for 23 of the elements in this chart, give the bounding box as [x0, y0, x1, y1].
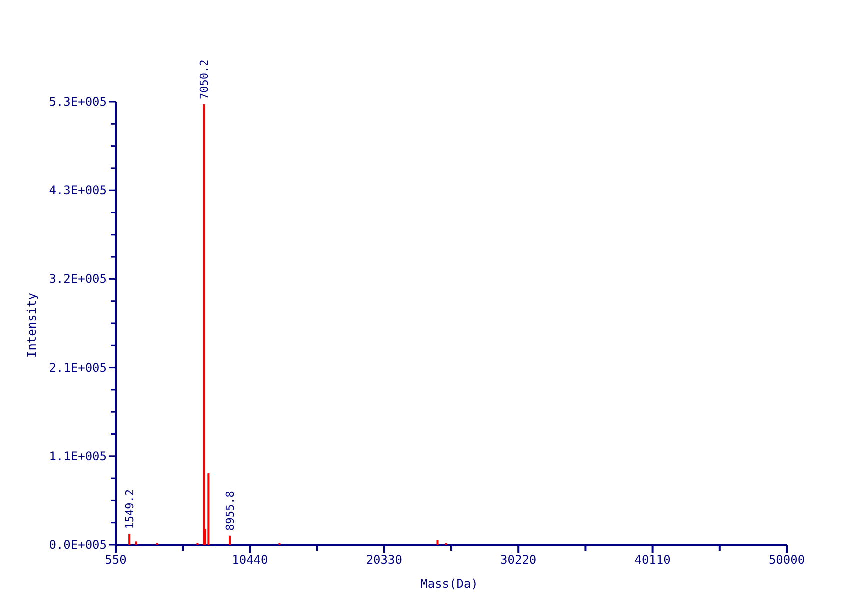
x-tick-label: 50000: [768, 553, 806, 567]
y-tick-label: 3.2E+005: [49, 272, 107, 286]
y-tick-label: 4.3E+005: [49, 184, 107, 198]
bar: [135, 542, 138, 545]
bar: [229, 536, 232, 545]
bar: [203, 104, 206, 545]
x-tick-label: 10440: [232, 553, 268, 567]
annotation: 8955.8: [224, 491, 238, 531]
y-tick-label: 1.1E+005: [49, 449, 107, 464]
y-tick-label: 0.0E+005: [49, 538, 107, 552]
x-tick-label: 20330: [366, 553, 402, 567]
annotation: 1549.2: [124, 489, 137, 530]
bar: [436, 540, 439, 545]
annotation: 7050.2: [198, 60, 212, 100]
x-axis-title: Mass(Da): [420, 577, 478, 591]
bar: [128, 534, 131, 545]
y-tick-label: 5.3E+005: [49, 95, 107, 109]
bar: [208, 474, 210, 545]
x-tick-label: 550: [105, 553, 127, 567]
y-axis-title: Intensity: [25, 292, 39, 358]
y-tick-label: 2.1E+005: [49, 360, 107, 375]
x-tick-label: 30220: [500, 553, 537, 567]
x-tick-label: 40110: [634, 553, 671, 567]
